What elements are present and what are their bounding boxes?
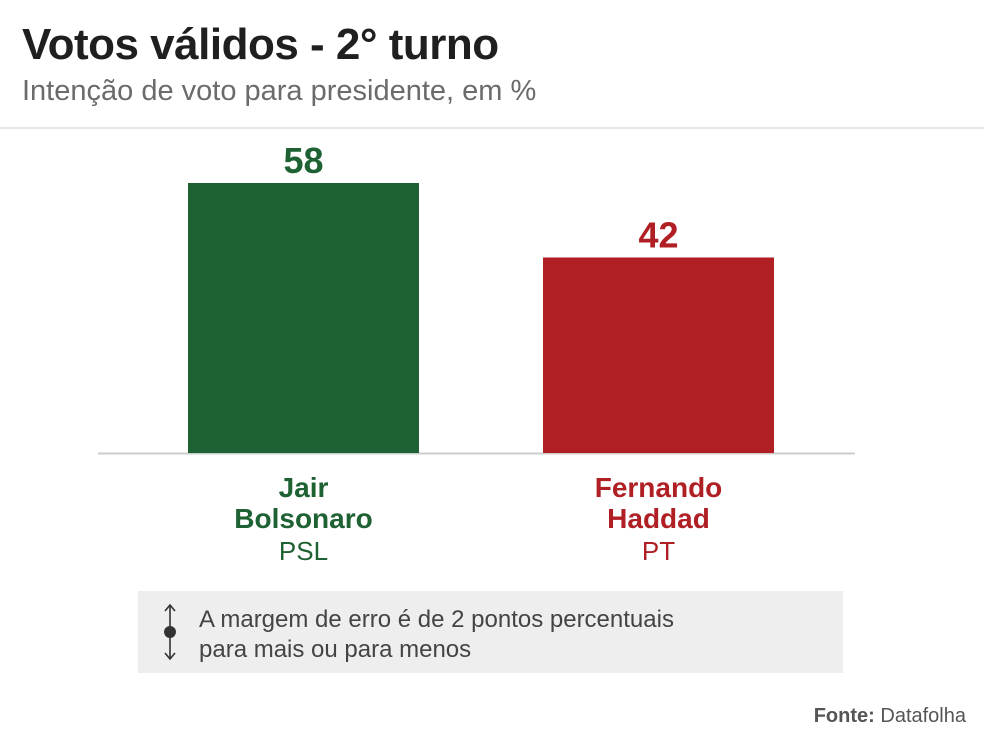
margin-of-error-line-1: A margem de erro é de 2 pontos percentua… (199, 606, 674, 633)
bar-fernando-haddad (543, 257, 774, 453)
margin-of-error-line-2: para mais ou para menos (199, 636, 472, 663)
source-name: Datafolha (880, 705, 966, 727)
category-label-jair-bolsonaro-line-1: Jair (279, 472, 329, 503)
chart-subtitle: Intenção de voto para presidente, em % (22, 75, 537, 107)
chart-title: Votos válidos - 2° turno (22, 20, 499, 69)
category-label-fernando-haddad-line-1: Fernando (595, 472, 723, 503)
margin-of-error-icon (164, 603, 176, 661)
category-label-fernando-haddad-line-2: Haddad (607, 503, 710, 534)
source-label: Fonte: (813, 705, 875, 727)
margin-of-error-text: A margem de erro é de 2 pontos percentua… (199, 605, 674, 665)
source-credit: Fonte: Datafolha (814, 705, 966, 728)
party-label-fernando-haddad: PT (642, 536, 675, 566)
header-divider (0, 127, 984, 129)
data-label-fernando-haddad: 42 (638, 214, 678, 255)
party-label-jair-bolsonaro: PSL (279, 536, 328, 566)
data-label-jair-bolsonaro: 58 (283, 140, 323, 181)
margin-of-error-note: A margem de erro é de 2 pontos percentua… (138, 591, 843, 673)
bar-jair-bolsonaro (188, 183, 419, 453)
category-label-jair-bolsonaro-line-2: Bolsonaro (234, 503, 372, 534)
